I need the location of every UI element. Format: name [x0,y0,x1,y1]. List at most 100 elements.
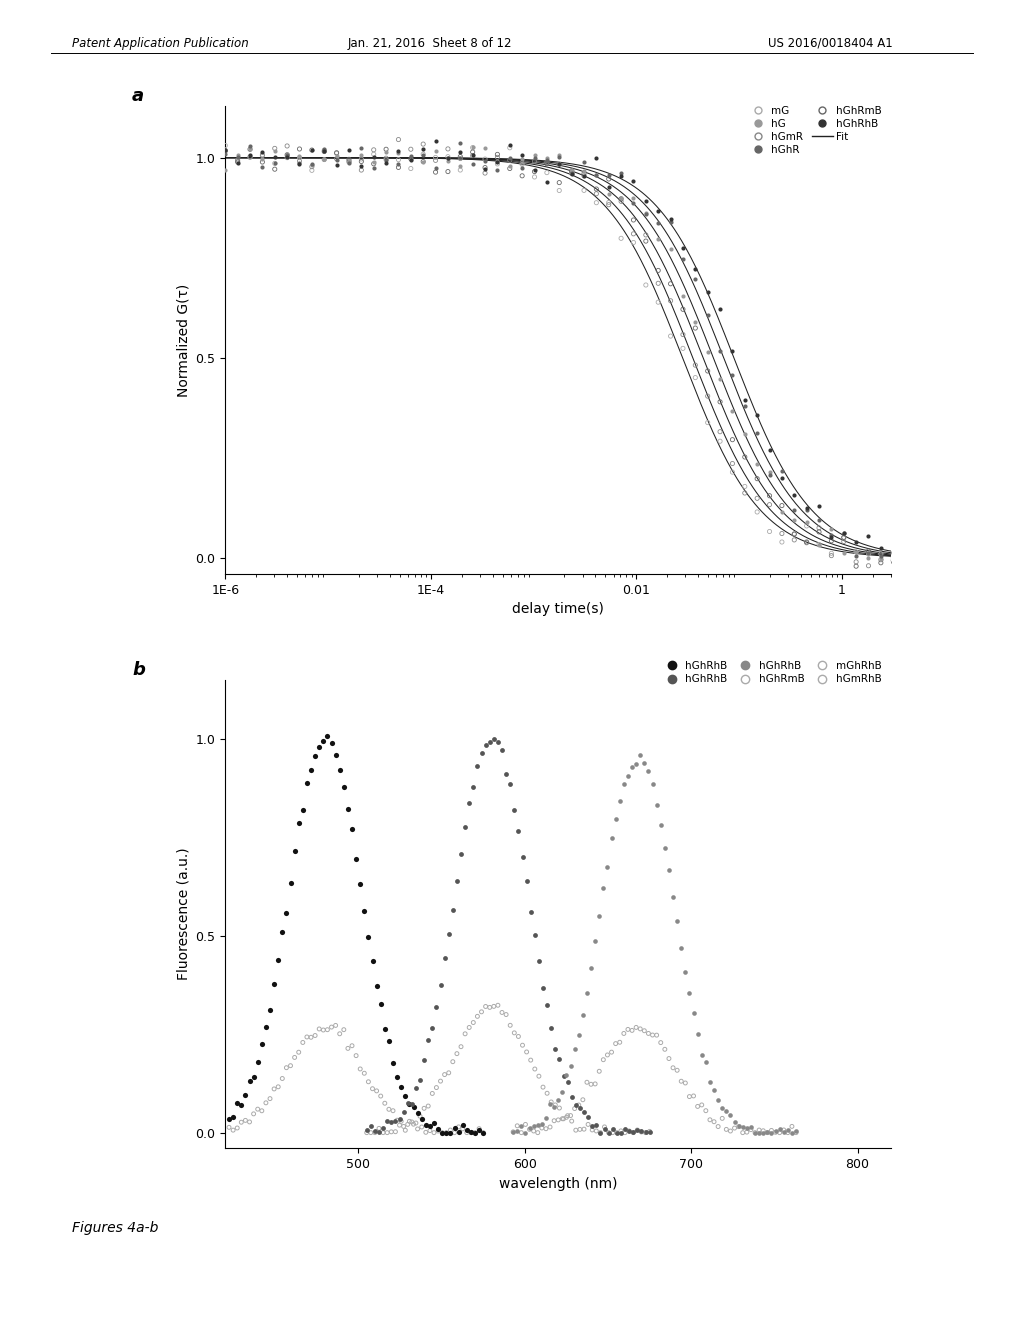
Point [663,211,679,232]
Point [571,1098,588,1119]
Point [762,494,778,515]
Point [369,975,385,997]
Point [588,165,604,186]
Point [362,1122,379,1143]
Point [588,165,604,186]
Point [469,755,485,776]
Point [587,1073,603,1094]
Point [348,1045,365,1067]
Point [726,1111,742,1133]
Point [759,1122,775,1143]
Point [319,726,336,747]
Point [475,1122,492,1143]
Point [266,153,283,174]
Point [550,1109,566,1130]
Point [600,194,616,215]
Point [736,395,753,416]
Point [697,1052,714,1073]
Point [254,149,270,170]
Point [446,1118,463,1139]
Point [341,152,357,173]
Point [451,1122,467,1143]
Point [526,1059,543,1080]
Point [872,546,889,568]
Point [539,153,555,174]
Point [518,871,535,892]
Point [217,140,233,161]
Point [673,1071,689,1092]
Point [607,1034,624,1055]
Point [242,1071,258,1092]
Point [379,1110,395,1131]
Point [543,1018,559,1039]
Point [415,133,431,154]
Point [353,137,370,158]
Point [774,532,791,553]
Point [481,731,498,752]
Point [502,1015,518,1036]
Point [535,1077,551,1098]
Point [615,774,632,795]
Point [885,543,901,564]
Point [311,1019,328,1040]
Text: Jan. 21, 2016  Sheet 8 of 12: Jan. 21, 2016 Sheet 8 of 12 [348,37,512,50]
Point [432,1071,449,1092]
Point [563,1086,580,1107]
Point [755,1121,771,1142]
Point [270,950,287,972]
Point [358,1119,375,1140]
Point [459,1122,475,1143]
Point [381,1098,397,1119]
Point [427,149,443,170]
Point [650,260,667,281]
Point [718,1119,734,1140]
Point [551,145,567,166]
Point [611,791,628,812]
Point [406,1114,422,1135]
Point [632,744,648,766]
Point [522,902,539,923]
Point [626,187,642,209]
Point [669,909,685,931]
Point [530,1065,547,1086]
Point [546,1110,562,1131]
Point [613,189,630,210]
Point [250,1098,266,1119]
Point [712,430,728,451]
Point [514,149,530,170]
Point [371,1118,387,1139]
Point [366,147,382,168]
Point [626,170,642,191]
Point [539,162,555,183]
Point [457,1023,473,1044]
Point [498,1005,514,1026]
Point [551,172,567,193]
Point [412,1106,428,1127]
Point [502,147,518,168]
Point [689,1024,706,1045]
Point [229,153,246,174]
Point [465,1012,481,1034]
Point [712,298,728,319]
Point [329,154,345,176]
Point [612,1122,629,1143]
Point [706,1111,722,1133]
Point [699,281,716,302]
Point [580,1114,596,1135]
Point [636,752,652,774]
Point [514,145,530,166]
Point [408,1077,424,1098]
Point [823,531,840,552]
Point [254,1034,270,1055]
Point [477,995,494,1016]
Point [461,1016,477,1038]
Point [681,982,697,1003]
Point [387,1121,403,1142]
Point [390,157,407,178]
Point [430,1118,446,1139]
Point [608,1122,625,1143]
Point [724,341,740,362]
Point [514,158,530,180]
Point [390,153,407,174]
Point [440,924,457,945]
